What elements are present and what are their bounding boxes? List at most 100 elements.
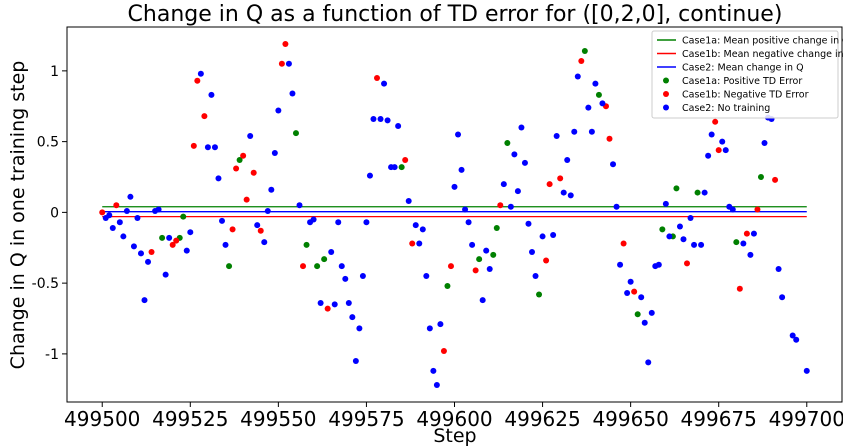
point [300, 263, 307, 270]
point [233, 165, 240, 172]
point [553, 132, 560, 139]
point [247, 132, 254, 139]
point [363, 219, 370, 226]
point [500, 181, 507, 188]
point [419, 226, 426, 233]
point [546, 181, 553, 188]
legend-label: Case2: No training [682, 103, 770, 114]
point [275, 107, 282, 114]
point [560, 189, 567, 196]
point [405, 198, 412, 205]
point [592, 80, 599, 87]
point [694, 189, 701, 196]
point [335, 219, 342, 226]
point [204, 144, 211, 151]
point [655, 261, 662, 268]
point [324, 305, 331, 312]
point [278, 60, 285, 67]
point [754, 206, 761, 213]
point [779, 294, 786, 301]
point [166, 234, 173, 241]
y-tick-label: 0 [50, 205, 59, 221]
point [511, 151, 518, 158]
x-tick-label: 499525 [152, 407, 228, 431]
point [729, 206, 736, 213]
point [458, 166, 465, 173]
point [120, 233, 127, 240]
point [462, 206, 469, 213]
point [698, 241, 705, 248]
y-tick-label: 0.5 [37, 135, 59, 151]
point [747, 251, 754, 258]
point [701, 189, 708, 196]
point [201, 113, 208, 120]
point [740, 240, 747, 247]
legend-label: Case1a: Mean positive change in Q [682, 36, 843, 47]
x-tick-label: 499550 [240, 407, 316, 431]
point [395, 123, 402, 130]
point [620, 240, 627, 247]
point [328, 249, 335, 255]
point [529, 249, 535, 255]
point [190, 142, 197, 149]
point [169, 241, 176, 248]
point [521, 159, 528, 166]
point [634, 311, 641, 318]
point [359, 273, 366, 280]
point [416, 240, 423, 247]
point [757, 174, 764, 180]
point [645, 359, 652, 366]
point [374, 74, 380, 81]
point [736, 285, 743, 292]
point [662, 200, 669, 207]
point [338, 263, 345, 270]
point [772, 176, 779, 183]
point [518, 124, 525, 131]
point [159, 234, 166, 241]
point [145, 258, 152, 265]
x-tick-label: 499625 [504, 407, 580, 431]
point [525, 220, 532, 227]
point [250, 169, 257, 176]
point [479, 297, 486, 304]
point [659, 226, 666, 233]
point [155, 206, 162, 213]
point [409, 240, 416, 247]
point [440, 348, 447, 355]
point [292, 130, 299, 137]
legend-marker [663, 91, 669, 97]
point [296, 202, 303, 209]
point [268, 186, 275, 193]
point [617, 261, 624, 268]
point [310, 216, 317, 223]
legend-box [651, 30, 839, 119]
point [226, 263, 233, 270]
point [722, 147, 729, 154]
point [187, 229, 194, 236]
point [317, 299, 324, 306]
point [532, 273, 539, 280]
point [321, 256, 328, 263]
point [631, 288, 638, 295]
point [113, 202, 120, 209]
point [116, 219, 123, 226]
x-tick-label: 499600 [416, 407, 492, 431]
point [106, 212, 113, 219]
point [539, 233, 546, 240]
point [648, 309, 655, 316]
legend-marker [663, 104, 669, 111]
point [345, 299, 352, 306]
point [257, 227, 264, 234]
point [377, 115, 384, 122]
point [433, 382, 440, 389]
point [447, 263, 454, 270]
point [687, 215, 694, 222]
x-tick-label: 499700 [769, 407, 843, 431]
point [303, 241, 310, 248]
y-tick-label: -1 [45, 347, 59, 363]
point [370, 115, 377, 122]
point [314, 263, 321, 270]
point [426, 325, 433, 332]
point [486, 265, 493, 272]
point [638, 294, 645, 301]
